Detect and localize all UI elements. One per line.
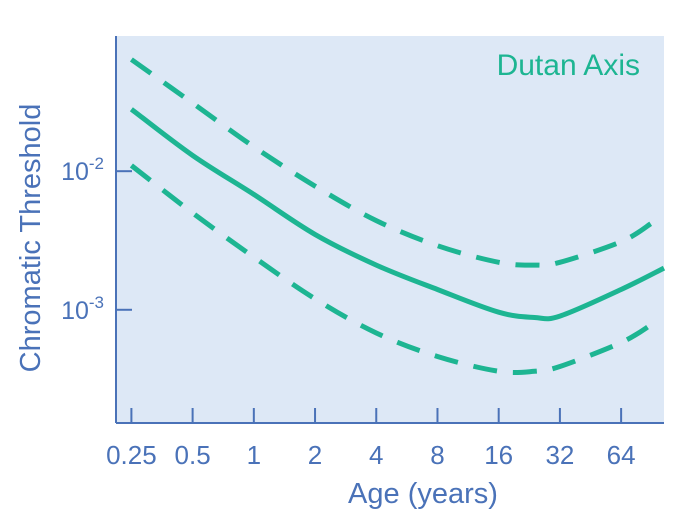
x-tick-label: 32 xyxy=(545,440,574,470)
y-tick-label: 10-2 xyxy=(61,154,104,186)
series-line-lower-bound xyxy=(129,163,653,376)
x-tick-label: 64 xyxy=(607,440,636,470)
series-layer xyxy=(129,57,666,376)
x-axis-label: Age (years) xyxy=(348,478,498,510)
x-tick-label: 1 xyxy=(247,440,261,470)
y-axis-label: Chromatic Threshold xyxy=(15,104,47,373)
series-line-upper-bound xyxy=(129,57,653,268)
series-line-mean xyxy=(129,107,666,322)
y-tick-label: 10-3 xyxy=(61,293,104,325)
x-tick-label: 0.5 xyxy=(175,440,211,470)
dutan-axis-annotation: Dutan Axis xyxy=(497,49,640,82)
x-tick-label: 0.25 xyxy=(106,440,157,470)
x-tick-label: 4 xyxy=(369,440,383,470)
x-tick-label: 2 xyxy=(308,440,322,470)
x-tick-label: 16 xyxy=(484,440,513,470)
x-tick-label: 8 xyxy=(430,440,444,470)
plot-area xyxy=(116,36,664,422)
ticks-layer: 0.25 0.5 1 2 4 8 16 32 64 10-2 10-3 xyxy=(61,154,636,470)
